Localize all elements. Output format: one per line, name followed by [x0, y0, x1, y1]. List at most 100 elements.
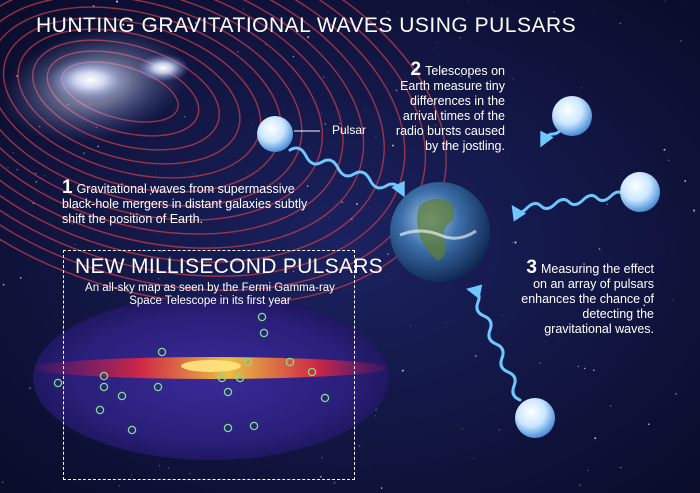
star	[492, 264, 494, 265]
star	[2, 283, 5, 286]
star	[131, 474, 133, 476]
wave-ring	[0, 0, 324, 221]
star	[341, 201, 343, 203]
star	[441, 71, 444, 74]
star	[675, 392, 678, 395]
star	[183, 115, 186, 118]
star	[683, 484, 685, 486]
star	[401, 369, 404, 372]
star	[173, 237, 174, 239]
pulsar-marker	[117, 391, 127, 401]
star	[327, 216, 330, 218]
star	[433, 48, 434, 50]
star	[329, 263, 331, 265]
star	[155, 172, 157, 173]
star	[192, 173, 194, 175]
star	[323, 76, 325, 78]
star	[375, 137, 377, 139]
star	[616, 299, 617, 300]
star	[569, 302, 571, 304]
star	[497, 331, 498, 333]
star	[598, 248, 601, 250]
star	[167, 467, 169, 469]
inset-subtitle: An all-sky map as seen by the Fermi Gamm…	[85, 282, 335, 307]
star	[369, 464, 370, 466]
star	[387, 253, 389, 255]
earth-clouds	[399, 229, 477, 240]
star	[71, 222, 74, 225]
star	[149, 193, 152, 195]
star	[333, 481, 336, 484]
star	[679, 39, 682, 42]
pulsar-marker	[243, 357, 253, 367]
star	[459, 37, 461, 39]
star	[345, 25, 347, 27]
star	[243, 8, 245, 10]
step-2: 2 Telescopes on Earth measure tiny differ…	[380, 60, 505, 154]
star	[545, 341, 547, 343]
star	[684, 180, 687, 182]
star	[603, 280, 605, 282]
star	[320, 113, 322, 114]
star	[229, 251, 230, 252]
star	[460, 75, 463, 77]
wave-ring	[0, 0, 365, 249]
star	[643, 304, 646, 307]
pulsar-marker	[127, 425, 137, 435]
pulsar-marker	[249, 421, 259, 431]
pulsar-marker	[320, 393, 330, 403]
pulsar-marker	[257, 312, 267, 322]
star	[169, 256, 171, 259]
galactic-core	[181, 360, 241, 372]
earth	[390, 182, 490, 282]
star	[157, 278, 160, 280]
star	[621, 169, 623, 171]
black-hole-2	[137, 54, 189, 82]
star	[1, 481, 4, 484]
star	[473, 457, 475, 459]
star	[514, 241, 517, 244]
pulsar-3	[620, 172, 660, 212]
star	[29, 387, 32, 390]
inset-title: NEW MILLISECOND PULSARS	[75, 255, 383, 278]
star	[594, 437, 597, 440]
wave-ring	[0, 0, 344, 235]
pulsar-marker	[223, 423, 233, 433]
inset-frame	[63, 250, 355, 480]
star	[364, 109, 366, 111]
sky-map	[33, 296, 389, 460]
star	[369, 207, 371, 209]
star	[469, 77, 472, 79]
star	[167, 267, 170, 269]
star	[501, 314, 503, 316]
star	[461, 428, 463, 430]
star	[389, 279, 390, 280]
beam-pulsar-1	[288, 146, 405, 198]
star	[44, 174, 46, 176]
star	[606, 203, 608, 205]
beam-pulsar-4	[466, 284, 522, 402]
star	[593, 369, 595, 372]
star	[498, 429, 500, 431]
star	[321, 456, 323, 459]
star	[625, 279, 627, 281]
pulsar-marker	[157, 347, 167, 357]
star	[53, 434, 55, 435]
star	[139, 259, 141, 261]
pulsar-marker	[95, 405, 105, 415]
pulsar-1	[257, 116, 293, 152]
star	[163, 120, 165, 122]
star	[97, 145, 99, 148]
star	[309, 249, 311, 250]
star	[122, 23, 125, 26]
star	[245, 172, 247, 173]
star	[663, 148, 666, 151]
star	[231, 13, 232, 14]
earth-continent	[417, 198, 455, 261]
star	[579, 484, 581, 487]
star	[470, 144, 473, 147]
star	[35, 181, 37, 183]
star	[74, 244, 76, 246]
star	[343, 276, 344, 277]
